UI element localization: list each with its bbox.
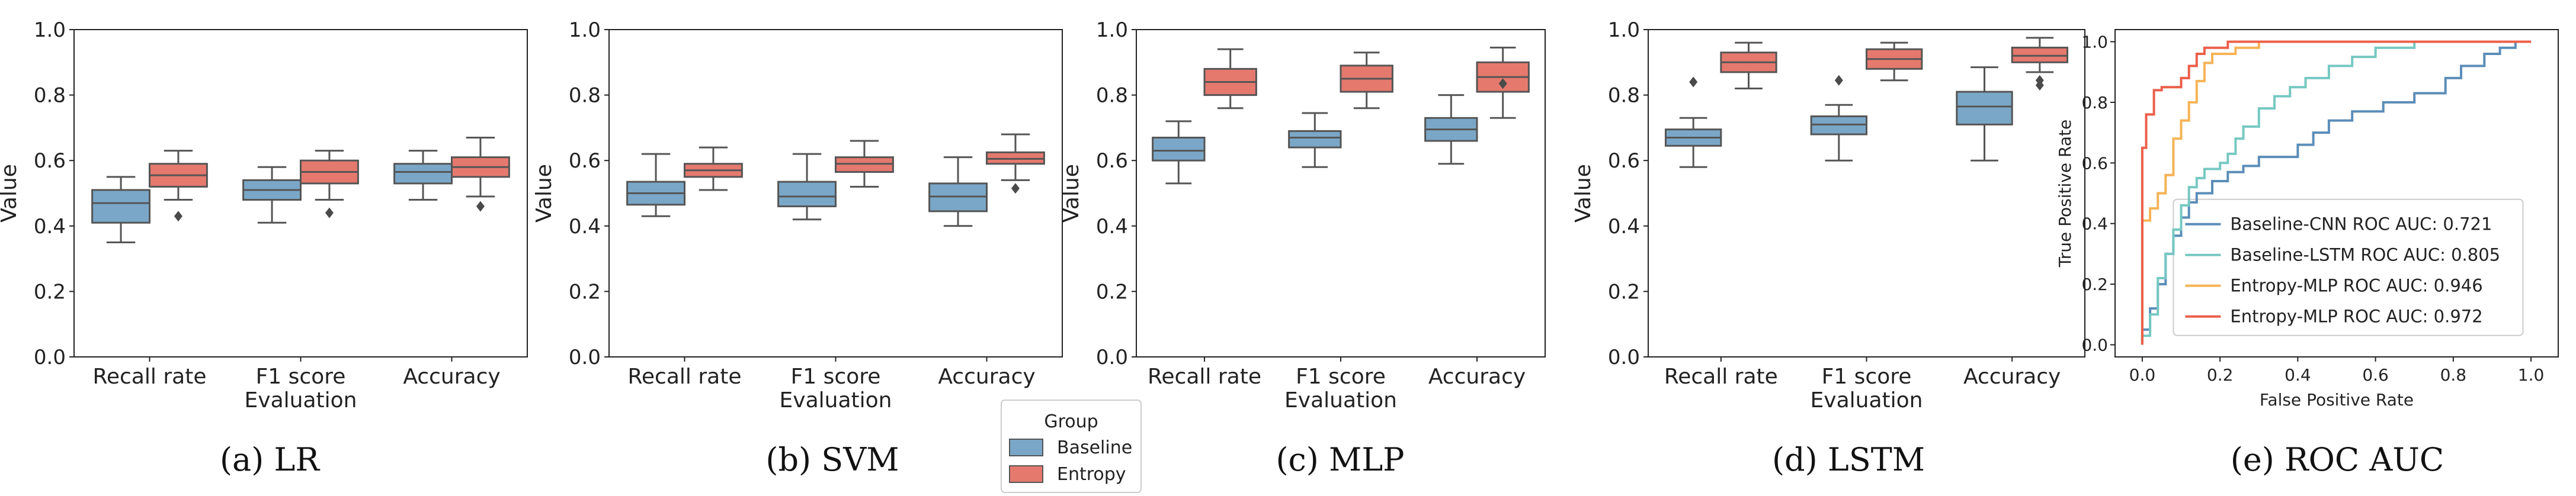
x-tick-label: Accuracy xyxy=(938,365,1035,389)
roc-curve-3 xyxy=(2141,40,2532,345)
roc-legend-label-2: Entropy-MLP ROC AUC: 0.946 xyxy=(2230,276,2482,296)
panel-caption: (a) LR xyxy=(220,441,320,478)
baseline-box xyxy=(393,163,453,185)
entropy-outlier xyxy=(325,207,334,218)
y-tick-label: 1.0 xyxy=(2081,32,2108,51)
legend-swatch-baseline xyxy=(1009,439,1043,456)
baseline-box xyxy=(91,189,151,224)
y-tick-label: 0.2 xyxy=(1096,280,1128,304)
x-axis-label: Evaluation xyxy=(245,388,357,413)
x-tick-label: 1.0 xyxy=(2518,365,2545,385)
legend-title: Group xyxy=(1044,411,1098,432)
x-axis-label: Evaluation xyxy=(1284,388,1397,413)
x-tick-label: Accuracy xyxy=(1428,365,1526,389)
y-tick-label: 0.4 xyxy=(34,215,66,239)
y-tick-label: 0.6 xyxy=(2081,153,2108,173)
entropy-outlier xyxy=(1498,78,1507,89)
x-tick-label: Recall rate xyxy=(1664,365,1778,389)
x-tick-label: F1 score xyxy=(1296,365,1386,389)
y-tick-label: 1.0 xyxy=(1608,18,1640,42)
y-axis-label: Value xyxy=(532,164,556,223)
y-tick-label: 1.0 xyxy=(34,18,66,42)
legend-swatch-entropy xyxy=(1009,465,1043,483)
y-tick-label: 0.8 xyxy=(1096,84,1128,108)
y-tick-label: 1.0 xyxy=(569,18,601,42)
x-tick-label: Accuracy xyxy=(403,365,500,389)
panel-caption: (e) ROC AUC xyxy=(2231,441,2444,478)
panel-lstm: Value Evaluation (d) LSTM 0.0 0.2 0.4 0.6 0.… xyxy=(1571,18,2085,478)
legend-label-entropy: Entropy xyxy=(1057,464,1126,485)
x-tick-label: 0.0 xyxy=(2129,365,2156,385)
y-tick-label: 0.8 xyxy=(34,84,66,108)
roc-legend-label-0: Baseline-CNN ROC AUC: 0.721 xyxy=(2230,214,2492,234)
baseline-box xyxy=(777,181,837,208)
roc-legend-label-3: Entropy-MLP ROC AUC: 0.972 xyxy=(2230,307,2482,327)
roc-legend-label-1: Baseline-LSTM ROC AUC: 0.805 xyxy=(2230,245,2500,265)
y-tick-label: 0.0 xyxy=(34,346,66,369)
y-axis-label: Value xyxy=(0,164,21,223)
x-tick-label: 0.2 xyxy=(2207,365,2234,385)
y-tick-label: 0.6 xyxy=(1608,149,1640,173)
roc-curve-1 xyxy=(2141,40,2532,345)
panel-caption: (d) LSTM xyxy=(1772,441,1925,478)
x-tick-label: Recall rate xyxy=(1148,365,1261,389)
baseline-box xyxy=(1956,91,2013,125)
x-tick-label: Recall rate xyxy=(628,365,742,389)
x-tick-label: 0.8 xyxy=(2440,365,2467,385)
x-axis-label: Evaluation xyxy=(780,388,892,413)
x-tick-label: Recall rate xyxy=(93,365,207,389)
panel-mlp: Value Evaluation (c) MLP 0.0 0.2 0.4 0.6 0.8… xyxy=(1059,18,1546,478)
entropy-outlier xyxy=(476,201,485,212)
baseline-outlier xyxy=(1689,76,1698,88)
roc-curve-2 xyxy=(2141,40,2532,345)
y-tick-label: 0.0 xyxy=(1608,346,1640,369)
y-tick-label: 0.6 xyxy=(569,149,601,173)
y-tick-label: 0.2 xyxy=(2081,275,2108,294)
y-tick-label: 0.0 xyxy=(1096,346,1128,369)
panel-caption: (c) MLP xyxy=(1276,441,1404,478)
y-tick-label: 0.2 xyxy=(569,280,601,304)
entropy-outlier xyxy=(174,211,182,222)
plot-frame xyxy=(2114,29,2559,357)
y-tick-label: 0.0 xyxy=(2081,336,2108,355)
x-tick-label: F1 score xyxy=(256,365,346,389)
y-tick-label: 0.8 xyxy=(569,84,601,108)
y-tick-label: 0.4 xyxy=(1608,215,1640,239)
x-tick-label: F1 score xyxy=(1822,365,1912,389)
x-axis-label: Evaluation xyxy=(1811,388,1923,413)
panel-lr: Value Evaluation (a) LR 0.0 0.2 0.4 0.6 0.8 1… xyxy=(0,18,528,478)
y-tick-label: 1.0 xyxy=(1096,18,1128,42)
baseline-box xyxy=(1288,130,1342,149)
y-tick-label: 0.4 xyxy=(2081,214,2108,234)
baseline-outlier xyxy=(1834,75,1843,86)
panel-svm: Value Evaluation (b) SVM 0.0 0.2 0.4 0.6 0.8… xyxy=(532,18,1063,478)
y-tick-label: 0.6 xyxy=(1096,149,1128,173)
baseline-box xyxy=(1152,136,1206,162)
roc-legend-frame xyxy=(2173,198,2524,336)
panel-caption: (b) SVM xyxy=(765,441,899,478)
x-axis-label: False Positive Rate xyxy=(2260,390,2414,410)
panel-roc: True Positive Rate False Positive Rate (… xyxy=(2055,29,2559,478)
group-legend: Group Baseline Entropy xyxy=(1001,400,1142,493)
y-tick-label: 0.2 xyxy=(1608,280,1640,304)
y-tick-label: 0.0 xyxy=(569,346,601,369)
x-tick-label: Accuracy xyxy=(1963,365,2061,389)
roc-legend: Baseline-CNN ROC AUC: 0.721 Baseline-LSTM… xyxy=(2173,198,2524,336)
x-tick-label: 0.4 xyxy=(2285,365,2311,385)
entropy-outlier xyxy=(2035,75,2044,86)
y-axis-label: Value xyxy=(1571,164,1595,223)
y-axis-label: True Positive Rate xyxy=(2055,120,2075,268)
y-tick-label: 0.8 xyxy=(2081,93,2108,112)
x-tick-label: 0.6 xyxy=(2362,365,2389,385)
legend-label-baseline: Baseline xyxy=(1057,437,1132,458)
y-axis-label: Value xyxy=(1059,164,1084,223)
y-tick-label: 0.4 xyxy=(1096,215,1128,239)
y-tick-label: 0.8 xyxy=(1608,84,1640,108)
entropy-outlier xyxy=(1011,183,1020,194)
y-tick-label: 0.2 xyxy=(34,280,66,304)
y-tick-label: 0.4 xyxy=(569,215,601,239)
y-tick-label: 0.6 xyxy=(34,149,66,173)
x-tick-label: F1 score xyxy=(791,365,881,389)
